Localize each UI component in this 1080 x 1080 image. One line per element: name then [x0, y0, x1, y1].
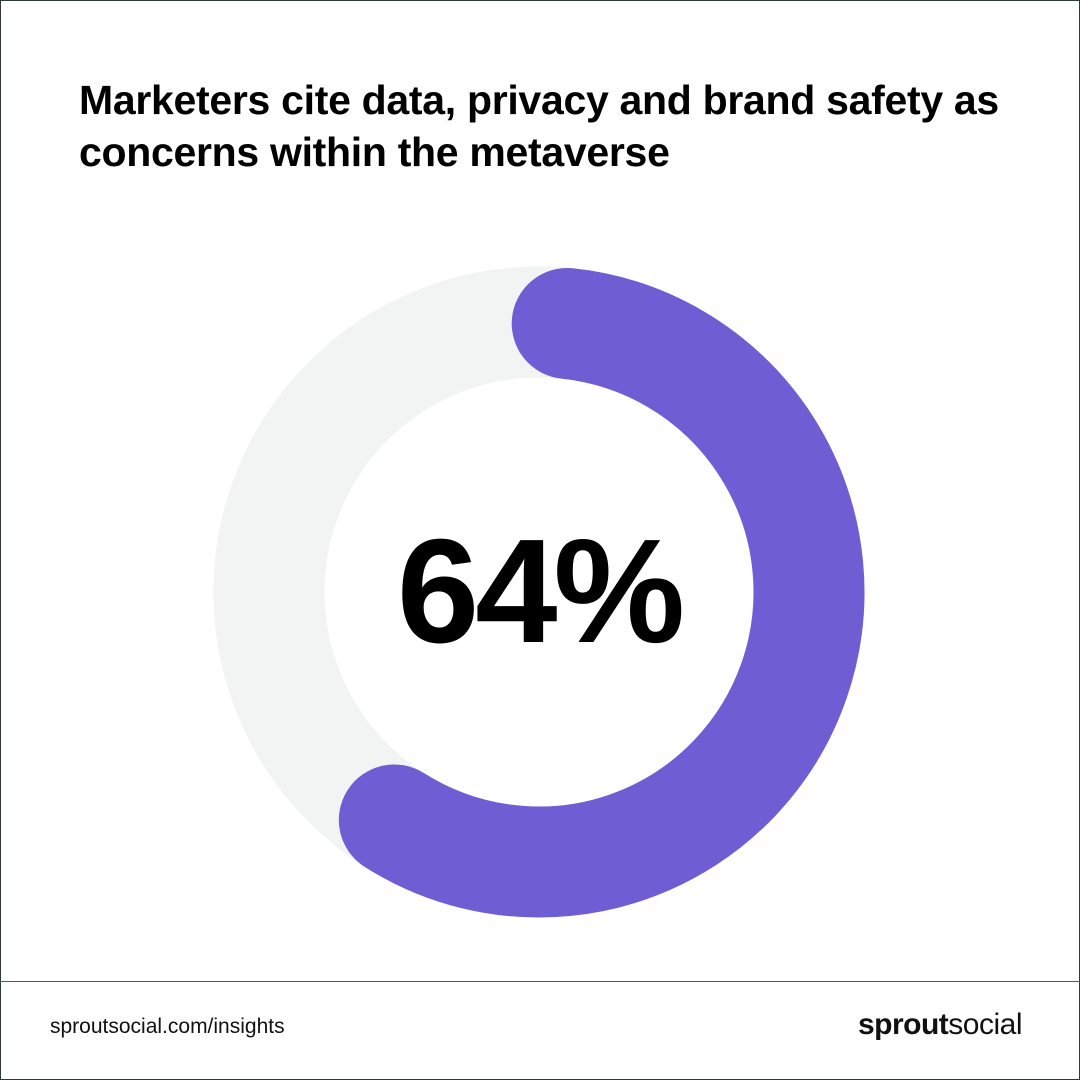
sprout-social-logo: sproutsocial	[857, 1008, 1023, 1042]
donut-value-arc	[338, 267, 865, 918]
logo-bold: sprout	[857, 1008, 949, 1041]
footer-divider	[0, 981, 1080, 982]
footer-url[interactable]: sproutsocial.com/insights	[50, 1015, 285, 1038]
chart-title: Marketers cite data, privacy and brand s…	[79, 77, 999, 175]
center-percentage: 64%	[396, 509, 685, 674]
logo-light: social	[948, 1008, 1022, 1041]
